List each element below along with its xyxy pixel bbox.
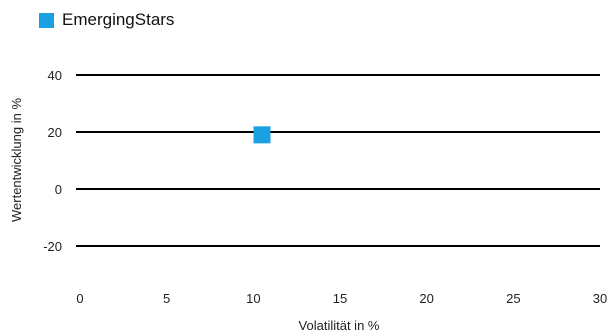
legend-label: EmergingStars [62, 10, 175, 29]
x-tick-labels: 0 5 10 15 20 25 30 [76, 291, 607, 306]
y-tick-label: -20 [43, 239, 62, 254]
legend: EmergingStars [39, 10, 174, 30]
x-tick-label: 30 [593, 291, 607, 306]
x-tick-label: 25 [506, 291, 520, 306]
x-tick-label: 15 [333, 291, 347, 306]
x-tick-label: 0 [76, 291, 83, 306]
y-tick-label: 0 [55, 182, 62, 197]
y-tick-label: 20 [48, 125, 62, 140]
y-tick-label: 40 [48, 68, 62, 83]
gridlines [76, 74, 600, 247]
x-tick-label: 20 [419, 291, 433, 306]
data-points [253, 126, 271, 144]
x-tick-label: 10 [246, 291, 260, 306]
y-axis-label: Wertentwicklung in % [9, 98, 24, 222]
x-axis-label: Volatilität in % [299, 318, 380, 333]
y-tick-labels: -20 0 20 40 [43, 68, 62, 254]
x-tick-label: 5 [163, 291, 170, 306]
data-point [253, 126, 271, 144]
legend-swatch [39, 12, 54, 28]
